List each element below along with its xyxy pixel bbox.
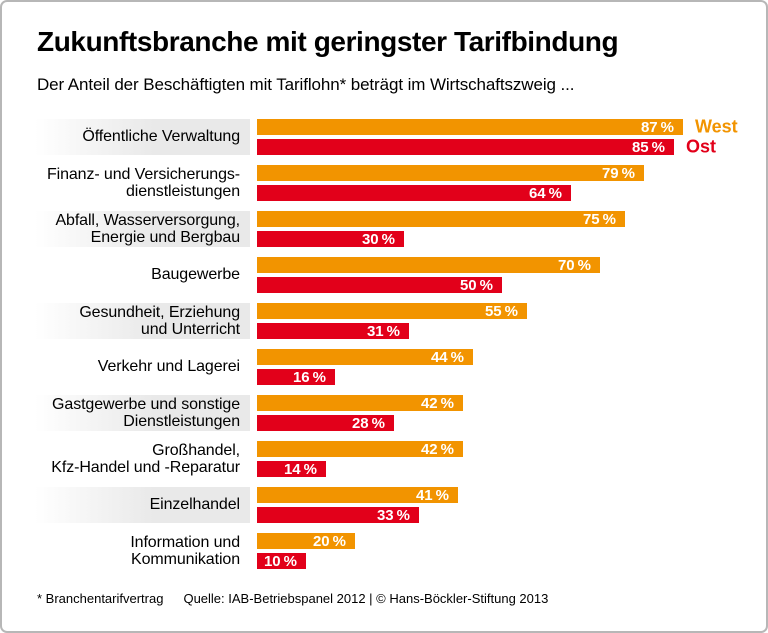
bar-ost: 33 %	[257, 506, 419, 524]
bar-west: 79 %	[257, 164, 644, 182]
category-label: Gesundheit, Erziehung und Unterricht	[35, 303, 250, 339]
category-label: Großhandel, Kfz-Handel und -Reparatur	[35, 441, 250, 477]
category-label-line: Information und	[130, 533, 240, 551]
bar-value: 31 %	[366, 322, 400, 340]
category-label-line: dienstleistungen	[125, 183, 240, 200]
bar-value: 33 %	[376, 506, 410, 524]
bar-west: 87 % West	[257, 117, 738, 137]
category-label-line: Verkehr und Lagerei	[97, 358, 240, 376]
chart-row: Finanz- und Versicherungs-dienstleistung…	[2, 164, 766, 202]
bar-ost: 31 %	[257, 322, 409, 340]
bar-value: 85 %	[631, 138, 665, 156]
bar-west: 75 %	[257, 210, 625, 228]
category-label-line: Gesundheit, Erziehung	[79, 303, 240, 321]
chart-row: Verkehr und Lagerei 44 % 16 %	[2, 348, 766, 386]
bar-value: 42 %	[420, 440, 454, 458]
category-label: Baugewerbe	[35, 257, 250, 293]
bar-value: 30 %	[361, 230, 395, 248]
category-label-line: Baugewerbe	[151, 266, 240, 284]
page-title: Zukunftsbranche mit geringster Tarifbind…	[37, 26, 619, 57]
category-label-line: Finanz- und Versicherungs-	[46, 165, 240, 183]
footer: * Branchentarifvertrag Quelle: IAB-Betri…	[37, 591, 548, 606]
bar-ost: 14 %	[257, 460, 326, 478]
category-label: Öffentliche Verwaltung	[35, 119, 250, 155]
category-label: Gastgewerbe und sonstige Dienstleistungen	[35, 395, 250, 431]
bar-ost: 30 %	[257, 230, 404, 248]
bar-value: 55 %	[484, 302, 518, 320]
bar-chart: Öffentliche Verwaltung 87 % West 85 % Ost Fin…	[2, 117, 766, 579]
bar-value: 44 %	[430, 348, 464, 366]
bar-value: 50 %	[459, 276, 493, 294]
chart-row: Information und Kommunikation 20 % 10 %	[2, 532, 766, 570]
bar-west: 55 %	[257, 302, 527, 320]
bar-value: 28 %	[351, 414, 385, 432]
category-label-line: Energie und Bergbau	[90, 229, 240, 246]
bar-ost: 28 %	[257, 414, 394, 432]
footnote: * Branchentarifvertrag	[37, 591, 164, 606]
bar-west: 70 %	[257, 256, 600, 274]
chart-row: Einzelhandel 41 % 33 %	[2, 486, 766, 524]
bar-ost: 16 %	[257, 368, 335, 386]
bar-value: 10 %	[263, 552, 297, 570]
legend-west: West	[695, 116, 738, 137]
bar-value: 87 %	[640, 118, 674, 136]
chart-row: Großhandel, Kfz-Handel und -Reparatur 42 %…	[2, 440, 766, 478]
bar-value: 14 %	[283, 460, 317, 478]
bar-west: 42 %	[257, 440, 463, 458]
legend-ost: Ost	[686, 136, 717, 157]
bar-ost: 10 %	[257, 552, 306, 570]
bar-west: 44 %	[257, 348, 473, 366]
chart-row: Öffentliche Verwaltung 87 % West 85 % Ost	[2, 117, 766, 157]
bar-value: 42 %	[420, 394, 454, 412]
bar-value: 79 %	[601, 164, 635, 182]
category-label-line: Großhandel,	[152, 441, 240, 459]
category-label: Finanz- und Versicherungs-dienstleistung…	[35, 165, 250, 201]
category-label-line: Abfall, Wasserversorgung,	[55, 211, 240, 229]
category-label-line: Öffentliche Verwaltung	[82, 128, 240, 146]
bar-ost: 64 %	[257, 184, 571, 202]
category-label: Verkehr und Lagerei	[35, 349, 250, 385]
chart-row: Baugewerbe 70 % 50 %	[2, 256, 766, 294]
bar-value: 75 %	[582, 210, 616, 228]
category-label-line: Kommunikation	[131, 551, 240, 568]
category-label: Information und Kommunikation	[35, 533, 250, 569]
source-credit: Quelle: IAB-Betriebspanel 2012 | © Hans-…	[183, 591, 549, 606]
bar-value: 41 %	[415, 486, 449, 504]
bar-ost: 50 %	[257, 276, 502, 294]
bar-value: 20 %	[312, 532, 346, 550]
category-label-line: Dienstleistungen	[123, 413, 240, 430]
page-subtitle: Der Anteil der Beschäftigten mit Tariflo…	[37, 75, 575, 94]
bar-west: 42 %	[257, 394, 463, 412]
bar-west: 20 %	[257, 532, 355, 550]
bar-value: 16 %	[292, 368, 326, 386]
category-label-line: Kfz-Handel und -Reparatur	[51, 459, 240, 476]
bar-ost: 85 % Ost	[257, 137, 716, 157]
chart-row: Gastgewerbe und sonstige Dienstleistungen…	[2, 394, 766, 432]
category-label-line: und Unterricht	[140, 321, 240, 338]
bar-value: 64 %	[528, 184, 562, 202]
chart-row: Abfall, Wasserversorgung, Energie und Ber…	[2, 210, 766, 248]
category-label-line: Gastgewerbe und sonstige	[52, 395, 240, 413]
category-label: Abfall, Wasserversorgung, Energie und Ber…	[35, 211, 250, 247]
chart-row: Gesundheit, Erziehung und Unterricht 55 % 3…	[2, 302, 766, 340]
bar-west: 41 %	[257, 486, 458, 504]
bar-value: 70 %	[557, 256, 591, 274]
category-label: Einzelhandel	[35, 487, 250, 523]
category-label-line: Einzelhandel	[149, 496, 241, 514]
